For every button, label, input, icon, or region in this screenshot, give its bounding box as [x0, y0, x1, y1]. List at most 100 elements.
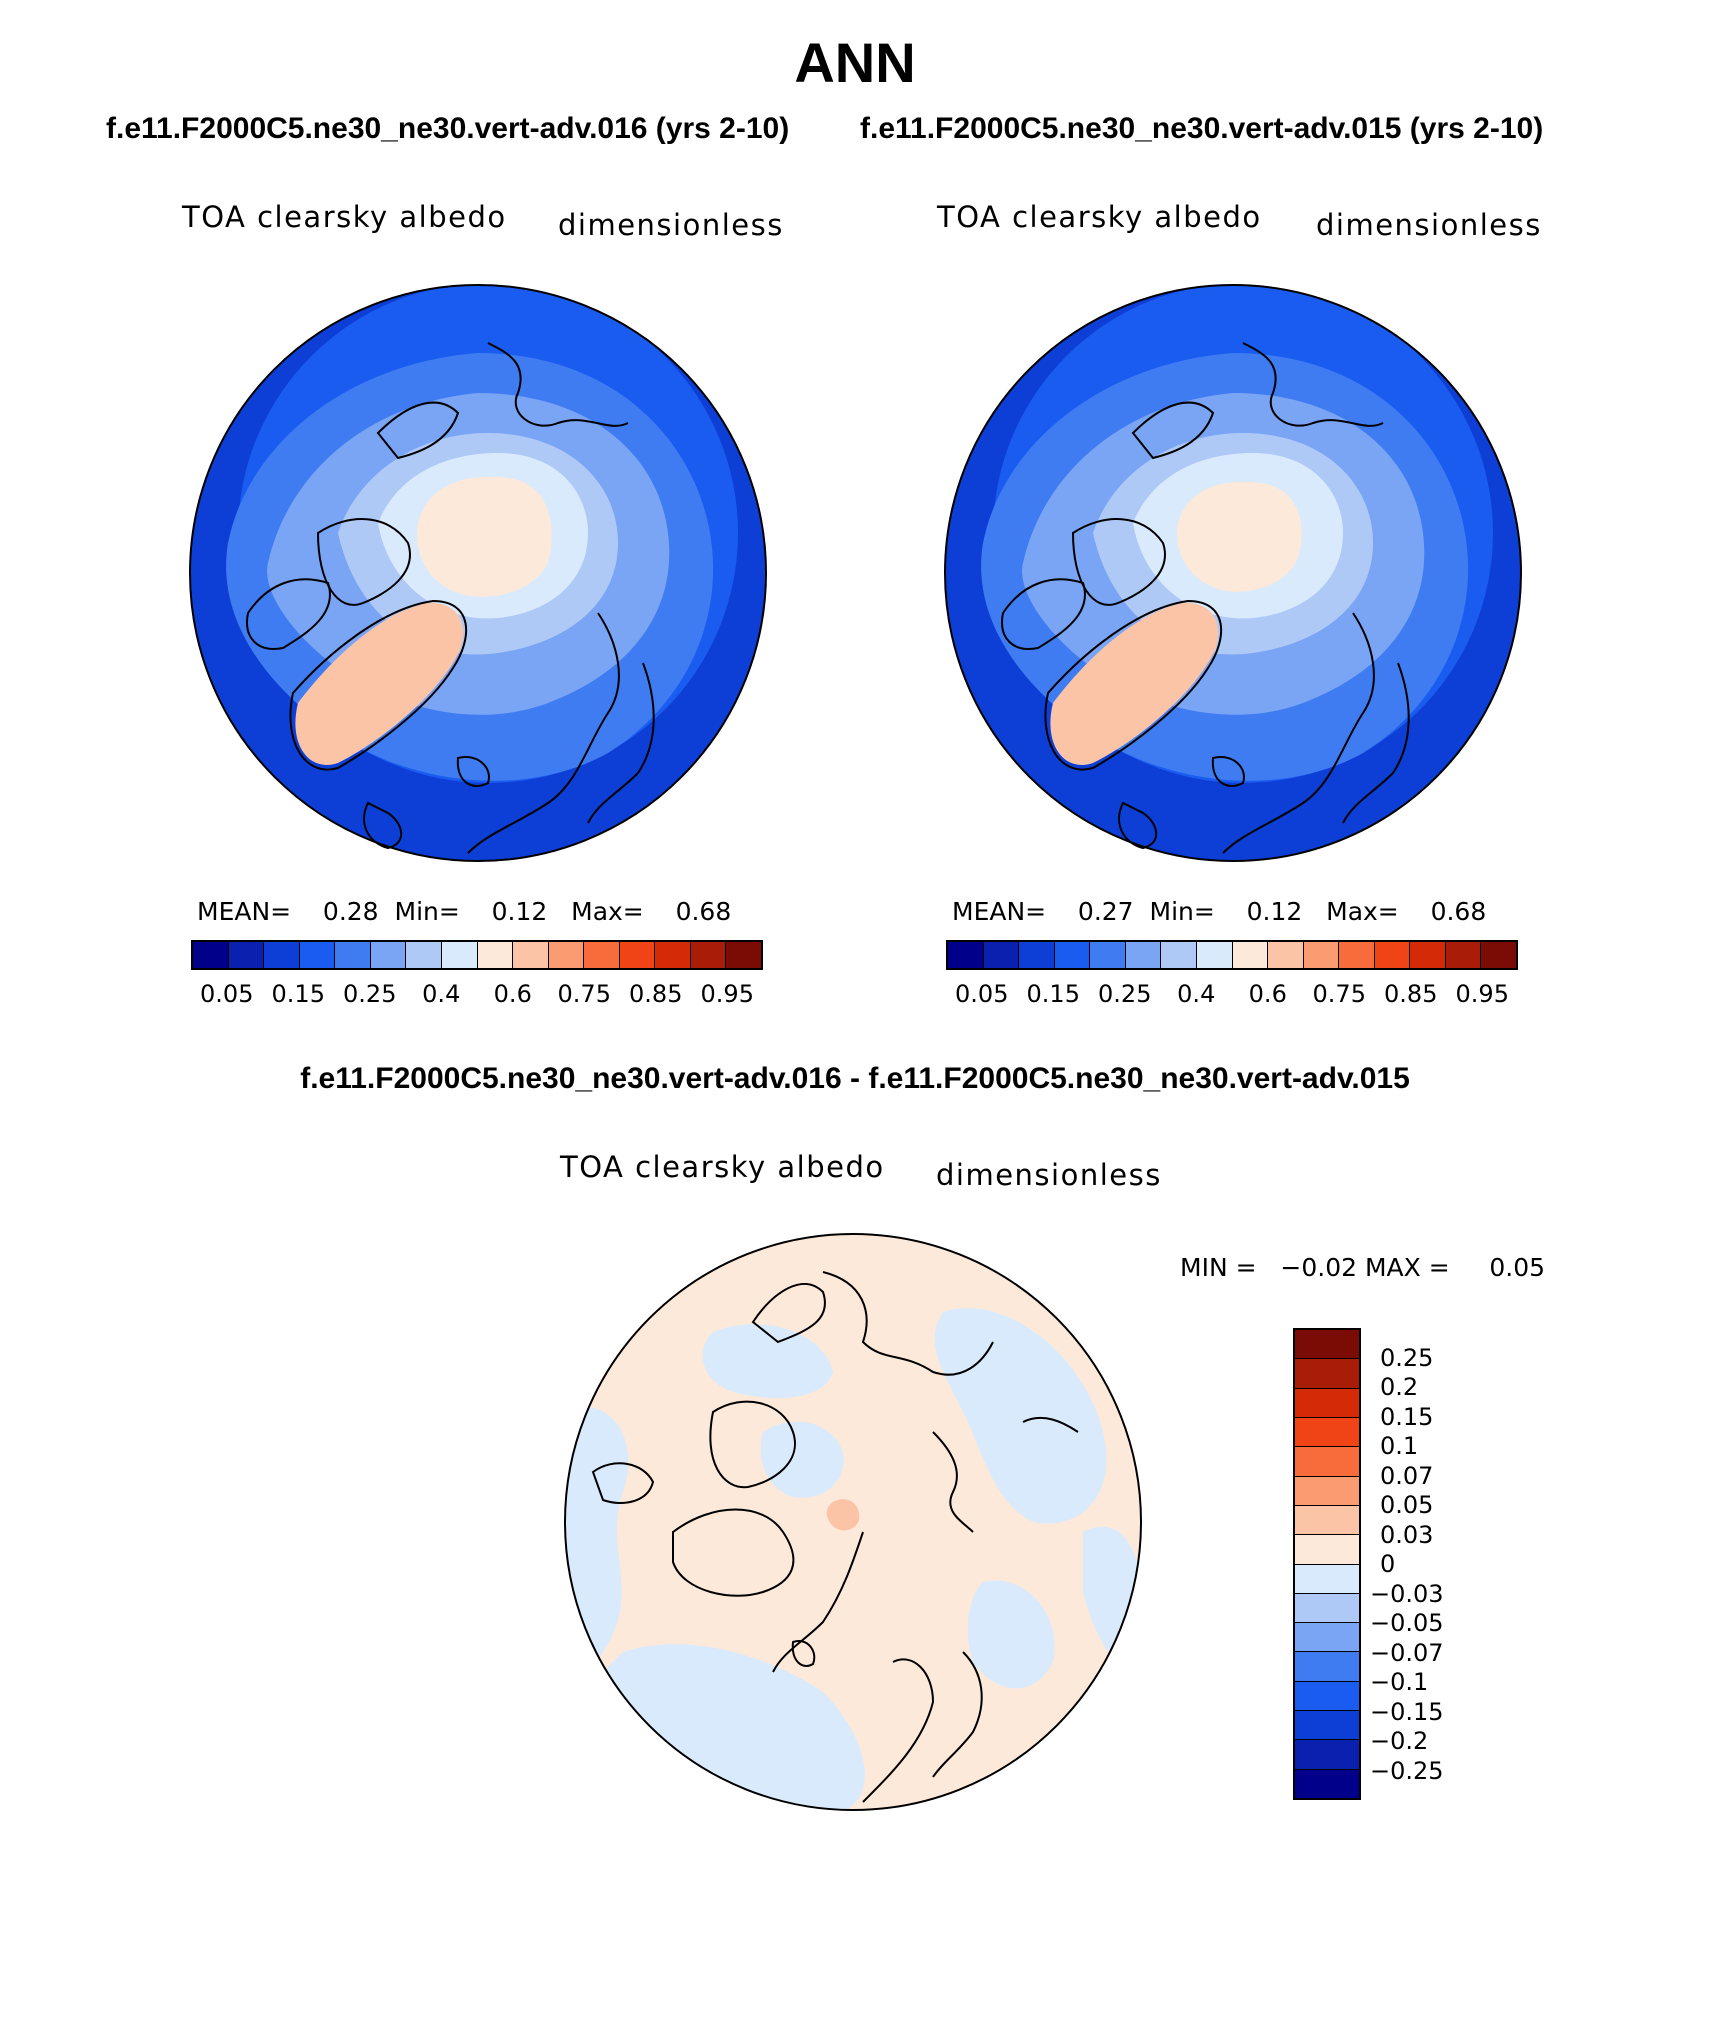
panel3-units-label: dimensionless	[936, 1158, 1162, 1192]
colorbar-swatch	[1295, 1447, 1359, 1477]
colorbar-tick-label: 0	[1380, 1550, 1396, 1578]
colorbar-swatch	[1481, 942, 1516, 968]
colorbar-swatch	[584, 942, 620, 968]
colorbar-swatch	[1268, 942, 1304, 968]
panel3-variable-label: TOA clearsky albedo	[560, 1150, 885, 1184]
panel1-polar-map	[189, 284, 767, 862]
colorbar-swatch	[1295, 1652, 1359, 1682]
colorbar-swatch	[619, 942, 656, 968]
colorbar-swatch	[1019, 942, 1055, 968]
panel2-colorbar-labels: 0.05 0.15 0.25 0.4 0.6 0.75 0.85 0.95	[946, 980, 1518, 1010]
panel1-colorbar-labels: 0.05 0.15 0.25 0.4 0.6 0.75 0.85 0.95	[191, 980, 763, 1010]
colorbar-tick-label: 0.85	[629, 980, 683, 1008]
colorbar-tick-label: 0.15	[271, 980, 325, 1008]
colorbar-tick-label: −0.1	[1370, 1668, 1429, 1696]
colorbar-tick-label: 0.05	[200, 980, 254, 1008]
colorbar-tick-label: 0.95	[1455, 980, 1509, 1008]
panel2-polar-map	[944, 284, 1522, 862]
colorbar-swatch	[1161, 942, 1197, 968]
panel3-difference-polar-map	[564, 1233, 1142, 1811]
colorbar-swatch	[335, 942, 371, 968]
colorbar-swatch	[1295, 1681, 1359, 1712]
subtitle-right-case: f.e11.F2000C5.ne30_ne30.vert-adv.015 (yr…	[860, 112, 1544, 145]
colorbar-tick-label: 0.07	[1380, 1461, 1434, 1490]
colorbar-swatch	[513, 942, 549, 968]
colorbar-tick-label: −0.15	[1370, 1697, 1444, 1726]
panel2-stats: MEAN= 0.27 Min= 0.12 Max= 0.68	[952, 897, 1487, 926]
colorbar-tick-label: 0.25	[1380, 1343, 1434, 1372]
colorbar-tick-label: 0.6	[493, 980, 532, 1008]
colorbar-tick-label: 0.85	[1384, 980, 1438, 1008]
colorbar-tick-label: −0.07	[1370, 1638, 1444, 1667]
panel3-colorbar-labels: 0.25 0.2 0.15 0.1 0.07 0.05 0.03 0 −0.03 −0.05 −0.…	[1370, 1328, 1490, 1800]
colorbar-tick-label: 0.4	[422, 980, 461, 1008]
panel1-colorbar	[191, 940, 763, 970]
colorbar-swatch	[1295, 1476, 1359, 1506]
colorbar-tick-label: 0.15	[1026, 980, 1080, 1008]
colorbar-swatch	[1410, 942, 1446, 968]
panel3-colorbar	[1293, 1328, 1361, 1800]
colorbar-swatch	[1054, 942, 1091, 968]
colorbar-swatch	[441, 942, 478, 968]
colorbar-swatch	[690, 942, 727, 968]
colorbar-swatch	[1295, 1564, 1359, 1594]
colorbar-tick-label: 0.95	[700, 980, 754, 1008]
colorbar-tick-label: −0.25	[1370, 1756, 1444, 1785]
colorbar-tick-label: −0.2	[1370, 1727, 1429, 1755]
colorbar-swatch	[1295, 1505, 1359, 1536]
colorbar-tick-label: 0.1	[1380, 1432, 1419, 1460]
colorbar-swatch	[299, 942, 336, 968]
colorbar-tick-label: 0.4	[1177, 980, 1216, 1008]
colorbar-tick-label: −0.05	[1370, 1609, 1444, 1637]
colorbar-swatch	[1445, 942, 1482, 968]
colorbar-swatch	[370, 942, 407, 968]
colorbar-tick-label: 0.75	[557, 980, 611, 1008]
colorbar-tick-label: 0.03	[1380, 1520, 1434, 1549]
colorbar-tick-label: 0.15	[1380, 1402, 1434, 1431]
colorbar-swatch	[1295, 1359, 1359, 1389]
panel2-variable-label: TOA clearsky albedo	[937, 200, 1262, 234]
colorbar-swatch	[1295, 1623, 1359, 1653]
colorbar-swatch	[1295, 1535, 1359, 1565]
colorbar-swatch	[1303, 942, 1340, 968]
colorbar-swatch	[548, 942, 585, 968]
colorbar-swatch	[1125, 942, 1162, 968]
colorbar-tick-label: −0.03	[1370, 1579, 1444, 1608]
colorbar-tick-label: 0.25	[343, 980, 397, 1008]
figure-title: ANN	[794, 31, 916, 94]
colorbar-swatch	[1196, 942, 1233, 968]
colorbar-swatch	[983, 942, 1020, 968]
panel2-colorbar	[946, 940, 1518, 970]
panel1-stats: MEAN= 0.28 Min= 0.12 Max= 0.68	[197, 897, 732, 926]
colorbar-swatch	[228, 942, 265, 968]
colorbar-swatch	[193, 942, 229, 968]
colorbar-tick-label: 0.05	[955, 980, 1009, 1008]
colorbar-swatch	[726, 942, 761, 968]
colorbar-swatch	[406, 942, 442, 968]
panel3-stats: MIN = −0.02 MAX = 0.05	[1180, 1253, 1546, 1282]
colorbar-tick-label: 0.6	[1248, 980, 1287, 1008]
subtitle-difference: f.e11.F2000C5.ne30_ne30.vert-adv.016 - f…	[300, 1062, 1410, 1095]
colorbar-swatch	[1374, 942, 1411, 968]
colorbar-tick-label: 0.75	[1312, 980, 1366, 1008]
panel2-units-label: dimensionless	[1316, 208, 1542, 242]
panel1-units-label: dimensionless	[558, 208, 784, 242]
colorbar-swatch	[1295, 1417, 1359, 1448]
colorbar-swatch	[1295, 1330, 1359, 1360]
colorbar-swatch	[264, 942, 300, 968]
colorbar-swatch	[1090, 942, 1126, 968]
colorbar-swatch	[1232, 942, 1269, 968]
colorbar-swatch	[948, 942, 984, 968]
colorbar-swatch	[1295, 1769, 1359, 1798]
colorbar-swatch	[1295, 1593, 1359, 1624]
panel1-variable-label: TOA clearsky albedo	[182, 200, 507, 234]
colorbar-swatch	[655, 942, 691, 968]
colorbar-swatch	[1295, 1740, 1359, 1770]
colorbar-swatch	[1295, 1388, 1359, 1418]
colorbar-swatch	[1295, 1711, 1359, 1741]
colorbar-swatch	[1339, 942, 1375, 968]
colorbar-swatch	[477, 942, 514, 968]
colorbar-tick-label: 0.05	[1380, 1491, 1434, 1519]
subtitle-left-case: f.e11.F2000C5.ne30_ne30.vert-adv.016 (yr…	[106, 112, 790, 145]
colorbar-tick-label: 0.2	[1380, 1373, 1419, 1401]
